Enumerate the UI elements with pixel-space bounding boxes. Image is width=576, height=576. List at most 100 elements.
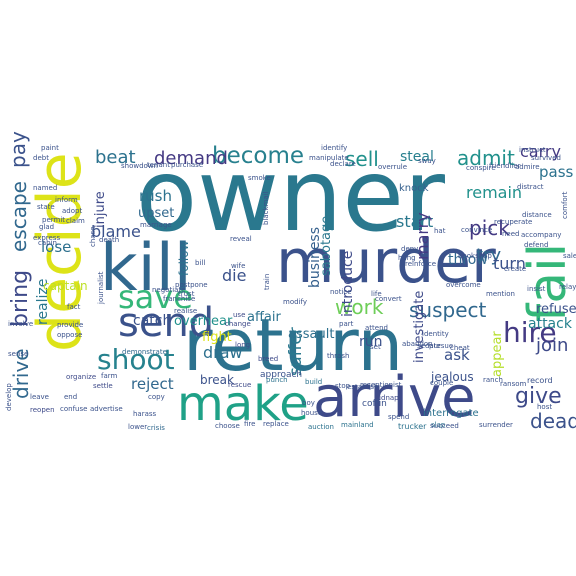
- cloud-word-decide: decide: [25, 152, 95, 352]
- cloud-word-identity: identity: [422, 330, 449, 338]
- cloud-word-settle: settle: [93, 382, 113, 390]
- cloud-word-ranch: ranch: [483, 376, 503, 384]
- cloud-word-oppose: oppose: [57, 331, 82, 339]
- cloud-word-admit: admit: [457, 146, 515, 170]
- cloud-word-glad: glad: [39, 223, 54, 231]
- cloud-word-spend: spend: [388, 413, 409, 421]
- cloud-word-admire: admire: [515, 163, 540, 171]
- cloud-word-appear: appear: [490, 331, 505, 377]
- cloud-word-accompany: accompany: [521, 231, 561, 239]
- cloud-word-ransom: ransom: [500, 380, 527, 388]
- cloud-word-declare: declare: [330, 160, 356, 168]
- cloud-word-advertise: advertise: [90, 405, 123, 413]
- cloud-word-cheat: cheat: [450, 344, 470, 352]
- cloud-word-shoot: shoot: [97, 343, 175, 376]
- cloud-word-injure: injure: [93, 191, 108, 228]
- cloud-word-build: build: [305, 378, 322, 386]
- cloud-word-train: train: [263, 274, 271, 290]
- cloud-word-arrive: arrive: [313, 365, 476, 430]
- cloud-word-crisis: crisis: [147, 424, 165, 432]
- cloud-word-sedate: sedate: [417, 342, 441, 350]
- cloud-word-steal: steal: [400, 149, 434, 165]
- cloud-word-overrule: overrule: [378, 163, 407, 171]
- cloud-word-farm: farm: [101, 372, 118, 380]
- cloud-word-replace: replace: [263, 420, 289, 428]
- cloud-word-sway: sway: [418, 157, 436, 165]
- cloud-word-postpone: postpone: [175, 281, 208, 289]
- cloud-word-convince: convince: [461, 226, 492, 234]
- cloud-word-abandon: abandon: [402, 340, 433, 348]
- cloud-word-house: house: [301, 409, 322, 417]
- cloud-word-conspire: conspire: [466, 164, 496, 172]
- cloud-word-reveal: reveal: [230, 235, 252, 243]
- cloud-word-modify: modify: [283, 298, 307, 306]
- cloud-word-mention: mention: [486, 290, 515, 298]
- cloud-word-punch: punch: [266, 376, 288, 384]
- cloud-word-coffin: coffin: [362, 399, 387, 409]
- cloud-word-thrash: thrash: [327, 352, 349, 360]
- cloud-word-try: try: [476, 245, 501, 266]
- cloud-word-suffer: suffer: [286, 327, 306, 376]
- cloud-word-break: break: [200, 373, 234, 387]
- cloud-word-claim: claim: [66, 217, 85, 225]
- cloud-word-create: create: [504, 265, 526, 273]
- cloud-word-debt: debt: [33, 154, 49, 162]
- cloud-word-auction: auction: [308, 423, 334, 431]
- cloud-word-stop: stop: [335, 382, 351, 390]
- cloud-word-realize: realize: [35, 279, 51, 325]
- cloud-word-demonstrate: demonstrate: [122, 348, 167, 356]
- cloud-word-affair: affair: [247, 310, 282, 325]
- cloud-word-survived: survived: [531, 154, 561, 162]
- cloud-word-pursue: pursue: [429, 342, 453, 350]
- cloud-word-assault: assault: [288, 327, 334, 342]
- cloud-word-trucker: trucker: [398, 422, 427, 431]
- cloud-word-convert: convert: [375, 295, 402, 303]
- cloud-word-interrogate: interrogate: [423, 408, 479, 419]
- cloud-word-carry: carry: [520, 142, 561, 161]
- cloud-word-trust: trust: [178, 290, 195, 298]
- cloud-word-kidnap: kidnap: [375, 394, 399, 402]
- cloud-word-pick: pick: [469, 216, 510, 240]
- cloud-word-change: change: [225, 320, 251, 328]
- cloud-word-fail: fail: [518, 243, 576, 322]
- cloud-word-cabin: cabin: [38, 239, 57, 247]
- cloud-word-express: express: [33, 234, 60, 242]
- cloud-word-lose: lose: [41, 238, 71, 256]
- cloud-word-distract: distract: [517, 183, 544, 191]
- cloud-word-paint: paint: [41, 144, 59, 152]
- cloud-word-save: save: [118, 278, 193, 316]
- cloud-word-notice: notice: [330, 288, 352, 296]
- cloud-word-death: death: [99, 236, 119, 244]
- cloud-word-suspect: suspect: [409, 298, 487, 322]
- cloud-word-overcome: overcome: [446, 281, 481, 289]
- cloud-word-hat: hat: [434, 227, 446, 235]
- cloud-word-journalist: journalist: [97, 271, 105, 305]
- cloud-word-refuse: refuse: [536, 302, 576, 317]
- cloud-word-overhear: overhear: [174, 314, 233, 329]
- cloud-word-follow: follow: [177, 240, 191, 276]
- cloud-word-sale: sale: [563, 252, 576, 260]
- cloud-word-receptionist: receptionist: [360, 381, 402, 389]
- cloud-word-start: start: [396, 212, 433, 231]
- cloud-word-realise: realise: [174, 307, 197, 315]
- cloud-word-pay: pay: [6, 131, 30, 168]
- cloud-word-distance: distance: [522, 211, 552, 219]
- cloud-word-showdown: showdown: [121, 162, 158, 170]
- cloud-word-purchase: purchase: [171, 161, 203, 169]
- cloud-word-chase: chase: [89, 226, 97, 247]
- cloud-word-reinforce: reinforce: [405, 260, 436, 268]
- cloud-word-leave: leave: [30, 393, 49, 401]
- cloud-word-set: set: [370, 343, 381, 351]
- cloud-word-dead: dead: [530, 409, 576, 433]
- cloud-word-need: need: [502, 230, 520, 238]
- cloud-word-couple: couple: [430, 379, 453, 387]
- cloud-word-sabotage: sabotage: [319, 216, 334, 276]
- cloud-word-end: end: [64, 393, 77, 401]
- cloud-word-use: use: [233, 311, 245, 319]
- cloud-word-life: life: [371, 290, 382, 298]
- cloud-word-jealous: jealous: [430, 370, 474, 384]
- cloud-word-work: work: [335, 295, 384, 319]
